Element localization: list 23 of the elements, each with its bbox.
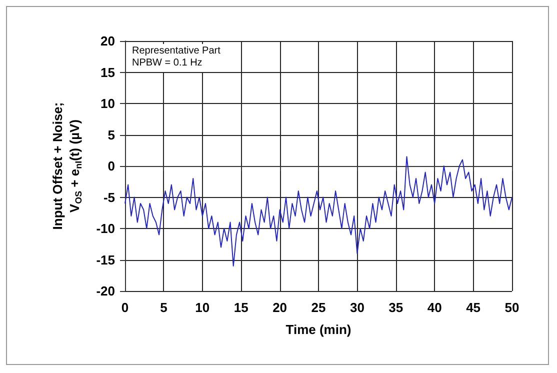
annotation: NPBW = 0.1 Hz	[132, 58, 202, 68]
y-tick-label: 15	[100, 64, 115, 80]
x-tick-label: 10	[195, 300, 210, 315]
x-axis-title: Time (min)	[286, 322, 352, 337]
y-tick-label: 5	[108, 127, 115, 142]
y-tick-label: -20	[96, 284, 115, 298]
x-tick-label: 5	[160, 300, 168, 315]
x-tick-label: 25	[311, 300, 326, 315]
x-tick-label: 35	[388, 300, 404, 315]
y-tick-label: -10	[96, 221, 115, 236]
x-tick-label: 50	[504, 300, 520, 315]
x-tick-label: 30	[350, 300, 364, 315]
x-tick-label: 20	[272, 300, 288, 315]
y-tick-label: 10	[100, 96, 115, 111]
x-tick-label: 40	[427, 300, 442, 315]
x-tick-label: 45	[466, 300, 481, 315]
y-tick-label: 0	[108, 158, 115, 174]
x-tick-label: 15	[234, 300, 248, 315]
y-tick-label: -5	[103, 190, 115, 205]
y-tick-label: 20	[100, 34, 115, 48]
x-tick-label: 0	[121, 300, 129, 315]
y-tick-label: -15	[96, 252, 115, 268]
annotation: Representative Part	[132, 46, 221, 56]
